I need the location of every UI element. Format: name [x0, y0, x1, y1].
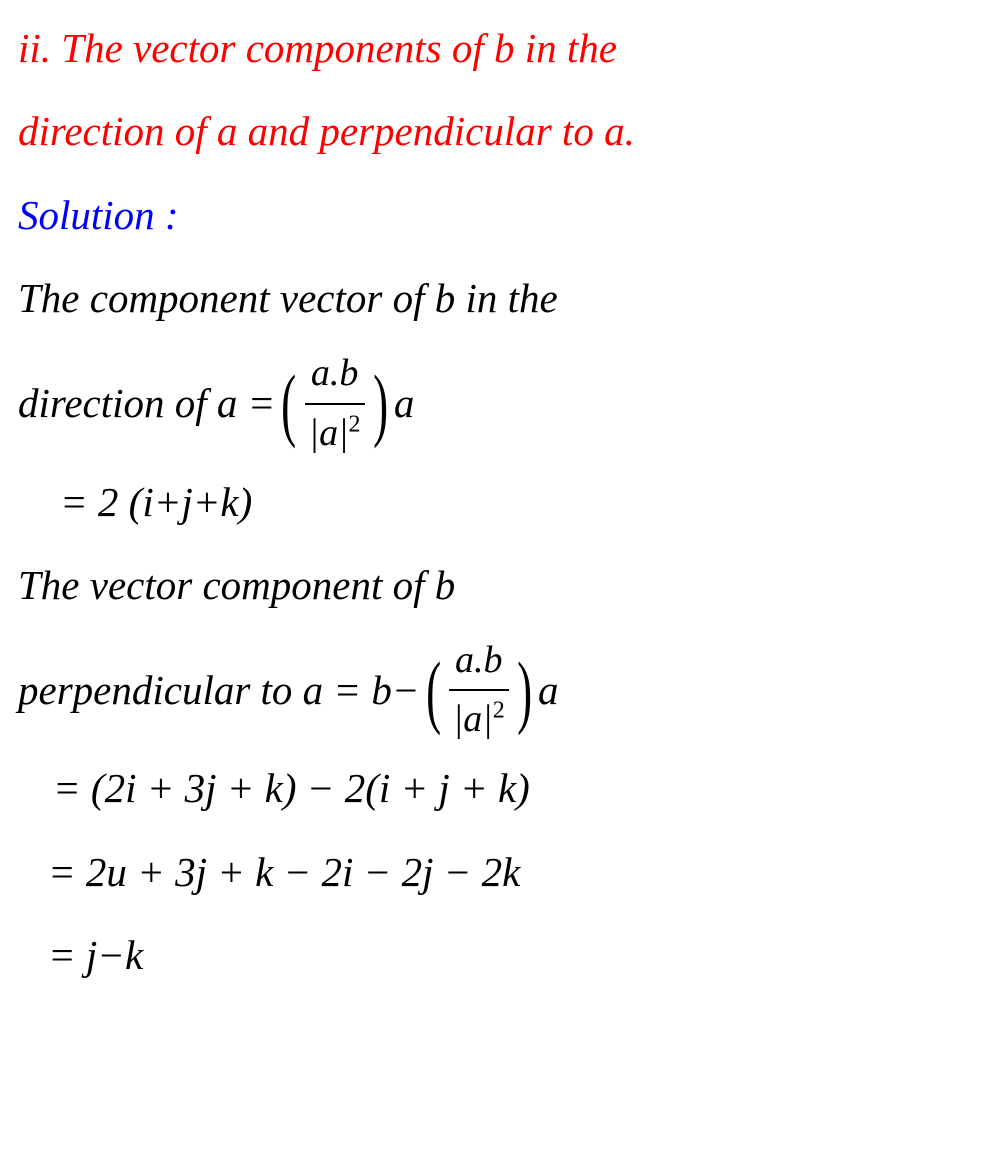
solution-line-7: = 2u + 3j + k − 2i − 2j − 2k [18, 844, 972, 901]
numerator-2: a.b [451, 634, 507, 689]
solution-heading: Solution : [18, 187, 972, 244]
solution-line-1: The component vector of b in the [18, 270, 972, 327]
problem-line-1: ii. The vector components of b in the [18, 20, 972, 77]
denominator: |a|2 [305, 403, 365, 460]
solution-line-6: = (2i + 3j + k) − 2(i + j + k) [18, 760, 972, 817]
solution-line-2: direction of a = ( a.b |a|2 ) a [18, 354, 972, 454]
fraction-1: a.b |a|2 [305, 347, 365, 459]
problem-line-2: direction of a and perpendicular to a. [18, 103, 972, 160]
formula-prefix-2: perpendicular to a = b− [18, 662, 420, 719]
formula-prefix: direction of a = [18, 375, 275, 432]
right-paren-icon-2: ) [517, 662, 532, 719]
formula-suffix-2: a [538, 662, 559, 719]
solution-line-5: perpendicular to a = b− ( a.b |a|2 ) a [18, 640, 972, 740]
solution-line-4: The vector component of b [18, 557, 972, 614]
solution-line-3: = 2 (i+j+k) [18, 474, 972, 531]
left-paren-icon-2: ( [426, 662, 441, 719]
left-paren-icon: ( [281, 375, 296, 432]
right-paren-icon: ) [373, 375, 388, 432]
solution-line-8: = j−k [18, 927, 972, 984]
fraction-2: a.b |a|2 [449, 634, 509, 746]
numerator: a.b [307, 347, 363, 402]
formula-suffix: a [394, 375, 415, 432]
denominator-2: |a|2 [449, 689, 509, 746]
